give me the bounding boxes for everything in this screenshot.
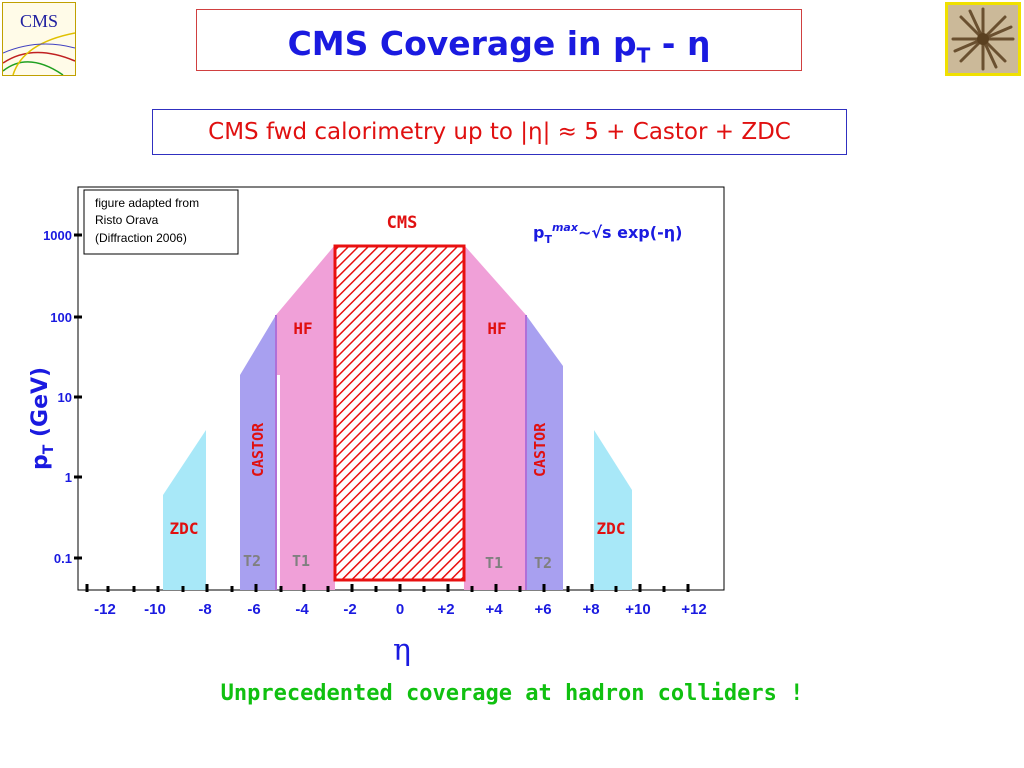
x-tick-label: -12 bbox=[94, 601, 116, 618]
t2-right-label: T2 bbox=[534, 554, 552, 572]
y-tick-label: 10 bbox=[58, 390, 72, 405]
title-box: CMS Coverage in pT - η bbox=[196, 9, 802, 71]
castor-right-region bbox=[526, 315, 563, 590]
x-tick-label: +6 bbox=[534, 601, 551, 618]
cms-central-region bbox=[333, 244, 466, 582]
t2-left-label: T2 bbox=[243, 552, 261, 570]
y-tick-label: 0.1 bbox=[54, 551, 72, 566]
y-tick-label: 100 bbox=[50, 310, 72, 325]
castor-left-label: CASTOR bbox=[249, 422, 267, 477]
zdc-right-label: ZDC bbox=[597, 519, 626, 538]
x-tick-label: -2 bbox=[343, 601, 356, 618]
hf-right-label: HF bbox=[487, 319, 506, 338]
zdc-right-region bbox=[594, 430, 632, 590]
y-tick-label: 1000 bbox=[43, 228, 72, 243]
t1-left-label: T1 bbox=[292, 552, 310, 570]
hf-left-region bbox=[276, 245, 335, 590]
x-tick-label: +10 bbox=[625, 601, 650, 618]
note-line: figure adapted from bbox=[95, 196, 199, 210]
y-axis-label: pT (GeV) bbox=[28, 367, 57, 470]
x-tick-label: +12 bbox=[681, 601, 706, 618]
x-tick-label: 0 bbox=[396, 601, 404, 618]
y-tick-label: 1 bbox=[65, 470, 72, 485]
note-line: (Diffraction 2006) bbox=[95, 231, 187, 245]
x-tick-label: -6 bbox=[247, 601, 260, 618]
note-box bbox=[83, 189, 239, 255]
x-tick-label: +2 bbox=[437, 601, 454, 618]
star-photo-image bbox=[945, 2, 1021, 76]
x-tick-label: -8 bbox=[198, 601, 211, 618]
pt-max-formula: pTmax~√s exp(-η) bbox=[533, 221, 682, 246]
cms-label: CMS bbox=[387, 213, 418, 233]
cms-logo-text: CMS bbox=[20, 11, 58, 31]
x-tick-label: -10 bbox=[144, 601, 166, 618]
x-tick-label: +8 bbox=[582, 601, 599, 618]
castor-left-region bbox=[240, 315, 276, 590]
footer-text: Unprecedented coverage at hadron collide… bbox=[220, 681, 804, 706]
x-tick-label: +4 bbox=[485, 601, 503, 618]
note-line: Risto Orava bbox=[95, 213, 159, 227]
castor-right-label: CASTOR bbox=[531, 422, 549, 477]
subtitle: CMS fwd calorimetry up to |η| ≈ 5 + Cast… bbox=[208, 119, 791, 145]
cms-logo: CMS bbox=[2, 2, 76, 76]
hf-left-label: HF bbox=[293, 319, 312, 338]
zdc-left-label: ZDC bbox=[170, 519, 199, 538]
page-title: CMS Coverage in pT - η bbox=[287, 24, 711, 68]
x-tick-label: -4 bbox=[295, 601, 309, 618]
t1-right-label: T1 bbox=[485, 554, 503, 572]
zdc-left-region bbox=[163, 430, 206, 590]
subtitle-box: CMS fwd calorimetry up to |η| ≈ 5 + Cast… bbox=[152, 109, 847, 155]
hf-right-region bbox=[464, 245, 526, 590]
x-axis-label: η bbox=[393, 633, 411, 668]
